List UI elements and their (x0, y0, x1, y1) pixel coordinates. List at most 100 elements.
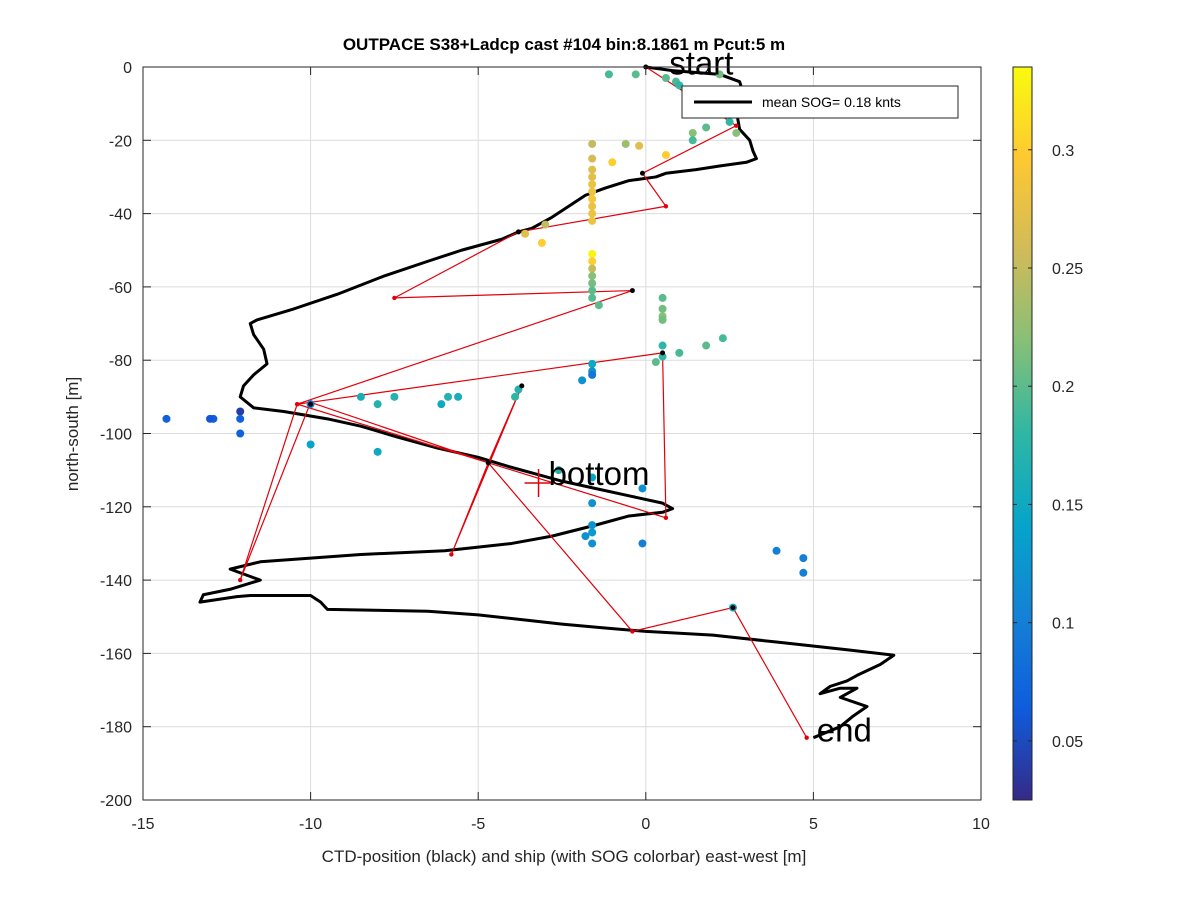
sog-point (688, 128, 697, 137)
sog-point (588, 257, 597, 266)
sog-point (588, 180, 597, 189)
x-axis: -15 -10 -5 0 5 10 (131, 67, 990, 833)
y-tick-label: -40 (109, 207, 132, 224)
ship-path-point (663, 204, 669, 209)
sog-point (588, 539, 597, 548)
sog-point (608, 158, 617, 167)
ship-position-dot (660, 350, 666, 356)
ship-position-dot (485, 460, 491, 466)
sog-point (511, 392, 520, 401)
sog-point (578, 376, 587, 385)
x-tick-label: -15 (131, 816, 154, 833)
sog-point (588, 154, 597, 163)
sog-point (588, 139, 597, 148)
colorbar-tick-label: 0.15 (1052, 497, 1083, 514)
sog-point (588, 249, 597, 258)
chart-title: OUTPACE S38+Ladcp cast #104 bin:8.1861 m… (343, 35, 785, 54)
x-tick-label: 10 (972, 816, 990, 833)
sog-point (702, 123, 711, 132)
sog-point (651, 358, 660, 367)
ship-path-point (804, 735, 809, 740)
sog-point (588, 216, 597, 225)
sog-point (661, 150, 670, 159)
sog-point (588, 165, 597, 174)
plot-area[interactable]: start bottom end mean SOG= 0.18 knts (142, 44, 982, 801)
sog-point (638, 539, 647, 548)
sog-point (661, 73, 670, 82)
sog-point (581, 532, 590, 541)
ship-path-point (734, 123, 739, 128)
sog-point (718, 334, 727, 343)
x-axis-label: CTD-position (black) and ship (with SOG … (322, 847, 807, 866)
ctd-track-layer (198, 65, 896, 740)
ship-path-point (238, 577, 243, 583)
sog-point (162, 414, 171, 423)
sog-point (675, 81, 684, 90)
ship-path-point (663, 515, 669, 520)
y-tick-label: -120 (100, 500, 132, 517)
sog-point (588, 521, 597, 530)
annotation-end: end (817, 711, 872, 748)
sog-point (588, 499, 597, 508)
x-tick-label: -10 (299, 816, 322, 833)
y-tick-label: -20 (109, 133, 132, 150)
sog-point (772, 546, 781, 555)
sog-point (658, 315, 667, 324)
y-tick-label: -140 (100, 573, 132, 590)
sog-point (588, 370, 597, 379)
sog-point (521, 229, 530, 238)
ship-position-dot (519, 383, 525, 389)
sog-point (541, 220, 550, 229)
sog-point (356, 392, 365, 401)
x-tick-label: 0 (641, 816, 650, 833)
ship-position-dot (515, 229, 521, 235)
sog-point (732, 128, 741, 137)
sog-point (658, 341, 667, 350)
y-tick-label: -160 (100, 646, 132, 663)
sog-point (588, 528, 597, 537)
y-tick-label: -180 (100, 720, 132, 737)
sog-point (454, 392, 463, 401)
ctd-track-line (198, 65, 896, 740)
colorbar-tick-label: 0.25 (1052, 261, 1083, 278)
y-axis-label: north-south [m] (63, 377, 82, 491)
sog-point (658, 352, 667, 361)
y-axis: 0 -20 -40 -60 -80 -100 -120 -140 -160 -180 -200 (100, 60, 981, 810)
sog-point (688, 136, 697, 145)
sog-point (236, 429, 245, 438)
ship-position-dot (730, 605, 736, 611)
colorbar-tick-label: 0.1 (1052, 616, 1074, 633)
colorbar-tick-label: 0.05 (1052, 734, 1083, 751)
annotation-start: start (669, 44, 733, 81)
sog-point (588, 279, 597, 288)
sog-point (702, 341, 711, 350)
sog-point (236, 407, 245, 416)
ship-position-dot (629, 288, 635, 294)
sog-point (537, 238, 546, 247)
legend[interactable]: mean SOG= 0.18 knts (681, 85, 959, 119)
ship-position-dot (639, 170, 645, 176)
sog-point (206, 414, 215, 423)
sog-point (638, 484, 647, 493)
sog-point (621, 139, 630, 148)
sog-point (373, 400, 382, 409)
sog-point (588, 293, 597, 302)
sog-point (588, 473, 597, 482)
sog-point (437, 400, 446, 409)
sog-point (588, 194, 597, 203)
sog-point (306, 440, 315, 449)
sog-point (373, 447, 382, 456)
colorbar-ticks: 0.05 0.1 0.15 0.2 0.25 0.3 (1013, 143, 1083, 751)
sog-point (631, 70, 640, 79)
colorbar-tick-label: 0.2 (1052, 379, 1074, 396)
sog-point (588, 286, 597, 295)
sog-point (675, 348, 684, 357)
annotation-bottom: bottom (549, 455, 650, 492)
y-tick-label: -200 (100, 793, 132, 810)
sog-point (799, 554, 808, 563)
sog-point (588, 172, 597, 181)
sog-point (604, 70, 613, 79)
sog-point (588, 359, 597, 368)
legend-label: mean SOG= 0.18 knts (762, 94, 901, 110)
